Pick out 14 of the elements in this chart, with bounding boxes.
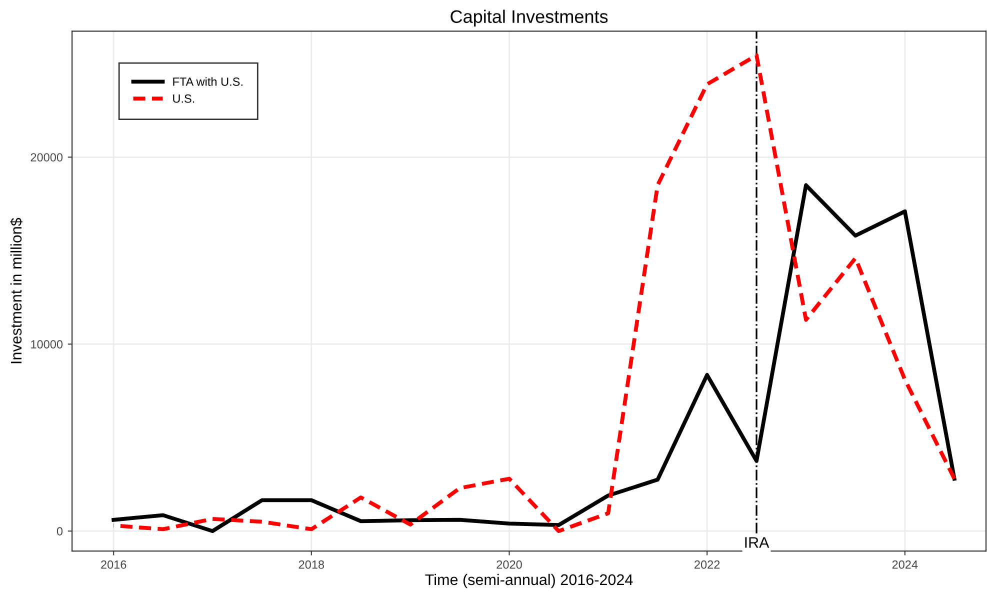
x-tick-label: 2016	[101, 560, 126, 569]
x-axis-title: Time (semi-annual) 2016-2024	[425, 574, 633, 588]
x-tick-label: 2020	[496, 560, 522, 569]
legend-label: FTA with U.S.	[173, 77, 242, 86]
y-tick-label: 20000	[30, 153, 63, 162]
chart-title: Capital Investments	[450, 10, 608, 27]
y-axis-title: Investment in million$	[10, 218, 23, 364]
ref-line-label: IRA	[745, 537, 770, 548]
x-tick-label: 2018	[298, 560, 324, 569]
legend-label: U.S.	[173, 94, 194, 103]
y-tick-label: 10000	[31, 340, 63, 349]
x-tick-label: 2024	[892, 560, 918, 569]
x-tick-label: 2022	[694, 560, 720, 569]
y-tick-label: 0	[56, 527, 63, 536]
